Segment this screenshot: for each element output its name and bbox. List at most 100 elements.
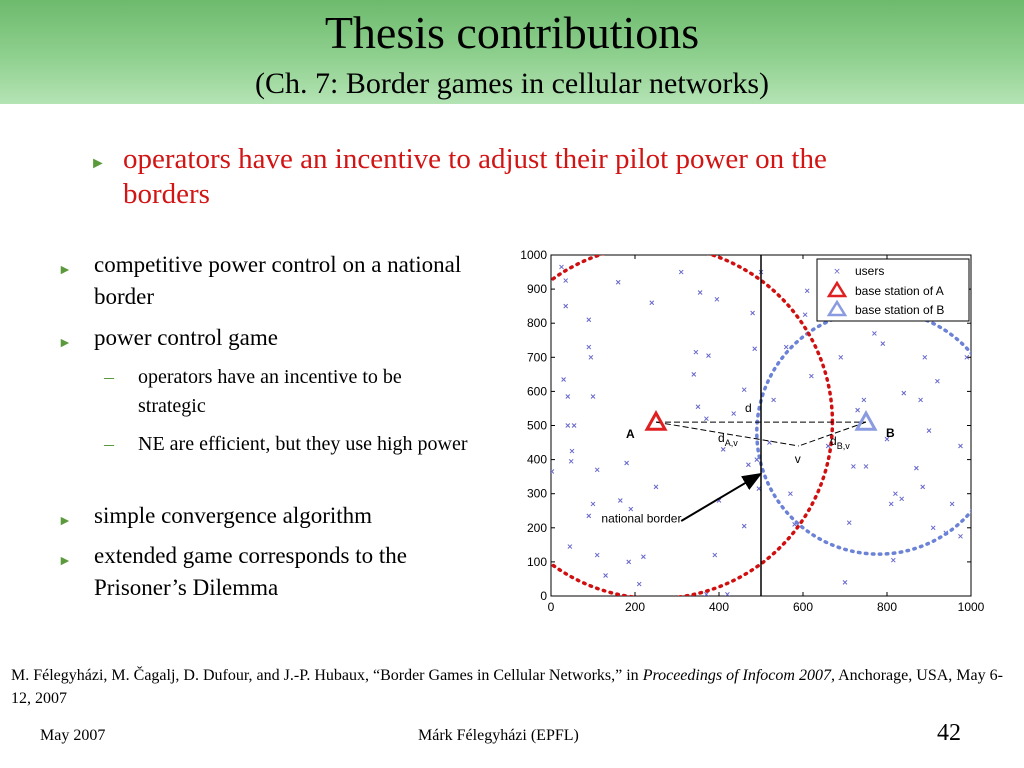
- y-tick-label: 500: [527, 419, 547, 433]
- y-tick-label: 400: [527, 453, 547, 467]
- user-point: [851, 464, 856, 469]
- bullet-text: power control game: [94, 325, 278, 350]
- user-point: [565, 394, 571, 399]
- user-point: [863, 464, 869, 469]
- bullet-item: ► power control game: [58, 322, 483, 356]
- user-point: [628, 506, 634, 512]
- slide-subtitle: (Ch. 7: Border games in cellular network…: [254, 67, 770, 100]
- user-point: [561, 377, 566, 382]
- x-tick-label: 200: [625, 600, 645, 614]
- user-point: [926, 428, 932, 433]
- d-av-sub: A,v: [725, 438, 739, 448]
- base-station-a-marker: [644, 410, 668, 431]
- x-tick-label: 600: [793, 600, 813, 614]
- user-point: [783, 344, 789, 350]
- user-point: [914, 465, 919, 471]
- lead-text: operators have an incentive to adjust th…: [123, 143, 827, 210]
- user-point: [693, 349, 699, 355]
- user-point: [922, 354, 928, 360]
- bullet-text: simple convergence algorithm: [94, 503, 373, 528]
- user-point: [586, 344, 592, 350]
- user-point: [920, 484, 926, 490]
- d-bv-main: d: [830, 434, 837, 448]
- user-point: [884, 436, 890, 442]
- bullet-item: ► competitive power control on a nationa…: [58, 249, 483, 315]
- chart-legend: × users base station of A base station o…: [816, 258, 970, 322]
- user-point: [741, 523, 747, 529]
- d-bv-sub: B,v: [837, 441, 851, 451]
- user-point: [964, 354, 970, 360]
- user-point: [855, 407, 860, 413]
- base-station-b-marker: [854, 410, 878, 431]
- user-point: [809, 373, 814, 379]
- user-point: [594, 552, 600, 558]
- user-point: [653, 484, 659, 490]
- user-point: [846, 520, 852, 526]
- x-tick-label: 1000: [958, 600, 985, 614]
- y-tick-label: 800: [527, 316, 547, 330]
- user-point: [569, 448, 575, 454]
- d-av-main: d: [718, 431, 725, 445]
- user-point: [958, 533, 963, 539]
- user-point: [872, 331, 877, 336]
- title-banner: [0, 0, 1024, 104]
- y-tick-label: 600: [527, 384, 547, 398]
- user-point: [788, 491, 793, 497]
- reference-authors: M. Félegyházi, M. Čagalj, D. Dufour, and…: [11, 667, 643, 684]
- user-point: [624, 460, 629, 466]
- bullet-item: ► simple convergence algorithm: [58, 500, 483, 534]
- user-point: [649, 300, 655, 306]
- legend-users-label: users: [855, 264, 884, 278]
- user-point: [731, 411, 737, 416]
- user-point: [838, 354, 844, 360]
- user-point: [571, 423, 577, 428]
- user-point: [586, 317, 592, 323]
- user-point: [880, 341, 886, 347]
- legend-station-a-marker: [826, 280, 848, 298]
- user-point: [586, 513, 592, 519]
- user-point: [704, 416, 709, 422]
- border-game-scatter-chart: 0 200 400 600 800 1000 0 100 200 300 400 500 600 700 8…: [520, 248, 985, 614]
- dash-icon: –: [104, 433, 114, 455]
- user-point: [720, 447, 726, 452]
- user-point: [802, 312, 808, 318]
- user-point: [714, 296, 720, 302]
- reference-location: Anchorage, USA, May 6-12, 2007: [11, 667, 1003, 707]
- reference-venue: Proceedings of Infocom 2007,: [642, 667, 835, 684]
- user-point: [641, 554, 646, 560]
- user-point: [804, 288, 810, 294]
- user-point: [563, 303, 569, 309]
- y-tick-label: 300: [527, 487, 547, 501]
- user-point: [588, 354, 594, 360]
- user-point: [842, 580, 848, 585]
- user-point: [918, 397, 923, 403]
- x-tick-label: 800: [877, 600, 897, 614]
- reference-citation: M. Félegyházi, M. Čagalj, D. Dufour, and…: [11, 664, 1014, 710]
- user-point: [678, 269, 684, 275]
- bullet-text: competitive power control on a national …: [94, 252, 462, 309]
- user-point: [567, 544, 573, 549]
- user-point: [752, 346, 758, 352]
- sub-bullet-text: NE are efficient, but they use high powe…: [138, 433, 468, 455]
- user-point: [636, 581, 642, 587]
- user-point: [901, 390, 907, 396]
- user-point: [551, 469, 555, 474]
- legend-station-b-marker: [826, 299, 848, 317]
- user-point: [594, 467, 600, 473]
- user-point: [617, 498, 623, 503]
- bullet-icon: ►: [90, 155, 106, 172]
- user-point: [565, 423, 571, 428]
- user-point: [899, 496, 905, 502]
- legend-station-b-label: base station of B: [855, 303, 944, 317]
- x-tick-label: 0: [548, 600, 555, 614]
- user-point: [861, 397, 867, 403]
- user-point: [695, 404, 701, 410]
- slide-title: Thesis contributions: [324, 7, 700, 58]
- distance-d-label: d: [745, 401, 752, 415]
- sub-bullet-text: operators have an incentive to be strate…: [138, 366, 402, 417]
- user-point: [750, 310, 755, 316]
- user-point: [746, 462, 751, 468]
- user-point: [712, 552, 718, 558]
- distance-d-bv-label: dB,v: [830, 434, 850, 451]
- footer-date: May 2007: [40, 727, 106, 744]
